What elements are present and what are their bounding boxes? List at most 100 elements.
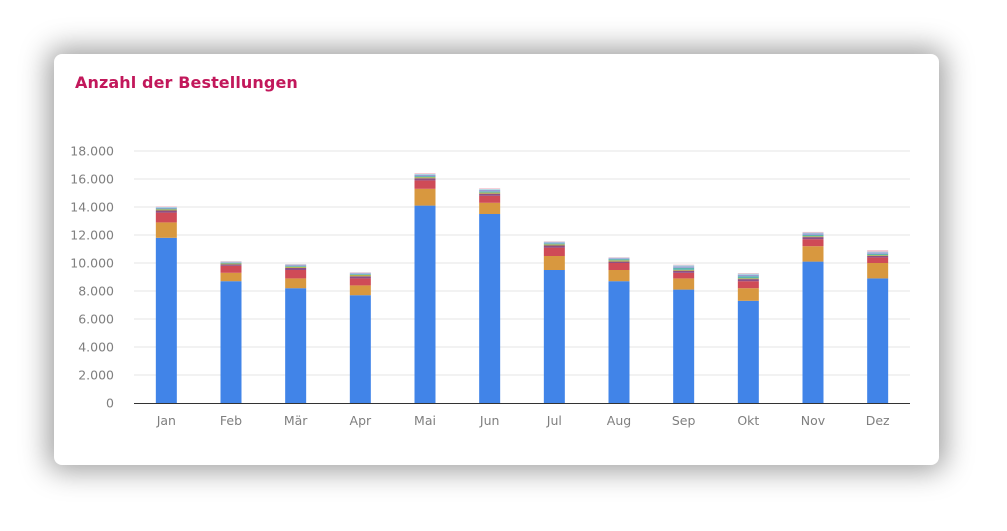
bar-segment[interactable]	[673, 278, 695, 290]
bar-segment[interactable]	[155, 207, 177, 209]
bar-segment[interactable]	[867, 252, 889, 254]
bar-stack-feb[interactable]	[220, 261, 242, 403]
bar-segment[interactable]	[349, 278, 371, 286]
bar-segment[interactable]	[220, 261, 242, 263]
bar-segment[interactable]	[155, 209, 177, 211]
bar-segment[interactable]	[285, 270, 307, 279]
bar-segment[interactable]	[220, 272, 242, 282]
bar-segment[interactable]	[414, 205, 436, 403]
bar-segment[interactable]	[867, 278, 889, 403]
bar-segment[interactable]	[802, 232, 824, 234]
bar-segment[interactable]	[608, 281, 630, 403]
bar-stack-aug[interactable]	[608, 257, 630, 403]
bar-stack-dez[interactable]	[867, 250, 889, 403]
bar-segment[interactable]	[802, 233, 824, 235]
bar-segment[interactable]	[543, 242, 565, 244]
bar-segment[interactable]	[737, 278, 759, 280]
bar-segment[interactable]	[479, 189, 501, 192]
bar-segment[interactable]	[543, 241, 565, 243]
bar-segment[interactable]	[349, 274, 371, 275]
bar-segment[interactable]	[673, 270, 695, 273]
bar-segment[interactable]	[414, 178, 436, 181]
bar-segment[interactable]	[220, 264, 242, 266]
bar-segment[interactable]	[608, 270, 630, 282]
bar-segment[interactable]	[285, 267, 307, 270]
bar-segment[interactable]	[285, 288, 307, 403]
bar-segment[interactable]	[802, 231, 824, 233]
bar-segment[interactable]	[479, 202, 501, 214]
bar-stack-jan[interactable]	[155, 206, 177, 403]
bar-segment[interactable]	[802, 246, 824, 262]
bar-stack-mär[interactable]	[285, 263, 307, 403]
bar-stack-jul[interactable]	[543, 241, 565, 403]
bar-segment[interactable]	[737, 300, 759, 403]
bar-segment[interactable]	[414, 177, 436, 179]
bar-segment[interactable]	[608, 261, 630, 263]
bar-segment[interactable]	[285, 266, 307, 268]
bar-segment[interactable]	[155, 210, 177, 213]
bar-segment[interactable]	[673, 272, 695, 279]
bar-segment[interactable]	[479, 188, 501, 190]
bar-segment[interactable]	[285, 264, 307, 266]
bar-segment[interactable]	[349, 276, 371, 279]
bar-segment[interactable]	[479, 192, 501, 194]
bar-stack-nov[interactable]	[802, 231, 824, 403]
bar-segment[interactable]	[479, 193, 501, 196]
bar-segment[interactable]	[673, 289, 695, 403]
bar-segment[interactable]	[479, 191, 501, 193]
bar-segment[interactable]	[802, 237, 824, 240]
bar-segment[interactable]	[802, 261, 824, 403]
bar-segment[interactable]	[737, 276, 759, 279]
bar-segment[interactable]	[285, 264, 307, 265]
bar-segment[interactable]	[608, 260, 630, 262]
bar-segment[interactable]	[802, 236, 824, 238]
bar-segment[interactable]	[867, 255, 889, 256]
bar-segment[interactable]	[543, 243, 565, 245]
bar-segment[interactable]	[220, 265, 242, 273]
bar-segment[interactable]	[673, 267, 695, 270]
bar-segment[interactable]	[737, 273, 759, 274]
bar-segment[interactable]	[867, 251, 889, 253]
bar-segment[interactable]	[479, 195, 501, 203]
bar-segment[interactable]	[220, 263, 242, 265]
bar-stack-jun[interactable]	[479, 188, 501, 403]
bar-segment[interactable]	[285, 278, 307, 289]
bar-segment[interactable]	[673, 269, 695, 271]
bar-segment[interactable]	[867, 253, 889, 256]
bar-segment[interactable]	[543, 247, 565, 256]
bar-segment[interactable]	[414, 188, 436, 206]
bar-segment[interactable]	[220, 281, 242, 403]
bar-segment[interactable]	[802, 239, 824, 247]
bar-segment[interactable]	[220, 262, 242, 263]
bar-segment[interactable]	[867, 257, 889, 263]
bar-stack-okt[interactable]	[737, 273, 759, 403]
bar-segment[interactable]	[737, 279, 759, 282]
bar-segment[interactable]	[155, 208, 177, 210]
bar-segment[interactable]	[220, 262, 242, 264]
bar-segment[interactable]	[349, 295, 371, 403]
bar-stack-sep[interactable]	[673, 264, 695, 403]
bar-segment[interactable]	[414, 180, 436, 189]
bar-segment[interactable]	[673, 266, 695, 268]
bar-stack-mai[interactable]	[414, 173, 436, 403]
bar-segment[interactable]	[155, 237, 177, 403]
bar-segment[interactable]	[608, 257, 630, 259]
bar-segment[interactable]	[349, 273, 371, 275]
bar-segment[interactable]	[608, 259, 630, 261]
bar-segment[interactable]	[285, 265, 307, 267]
bar-segment[interactable]	[608, 258, 630, 260]
bar-segment[interactable]	[673, 265, 695, 267]
bar-stack-apr[interactable]	[349, 272, 371, 403]
bar-segment[interactable]	[414, 176, 436, 178]
bar-segment[interactable]	[155, 222, 177, 238]
bar-segment[interactable]	[737, 288, 759, 301]
bar-segment[interactable]	[543, 245, 565, 248]
bar-segment[interactable]	[608, 263, 630, 270]
bar-segment[interactable]	[802, 234, 824, 237]
bar-segment[interactable]	[867, 256, 889, 258]
bar-segment[interactable]	[349, 285, 371, 296]
bar-segment[interactable]	[543, 256, 565, 270]
bar-segment[interactable]	[155, 206, 177, 207]
bar-segment[interactable]	[479, 189, 501, 190]
bar-segment[interactable]	[414, 173, 436, 174]
